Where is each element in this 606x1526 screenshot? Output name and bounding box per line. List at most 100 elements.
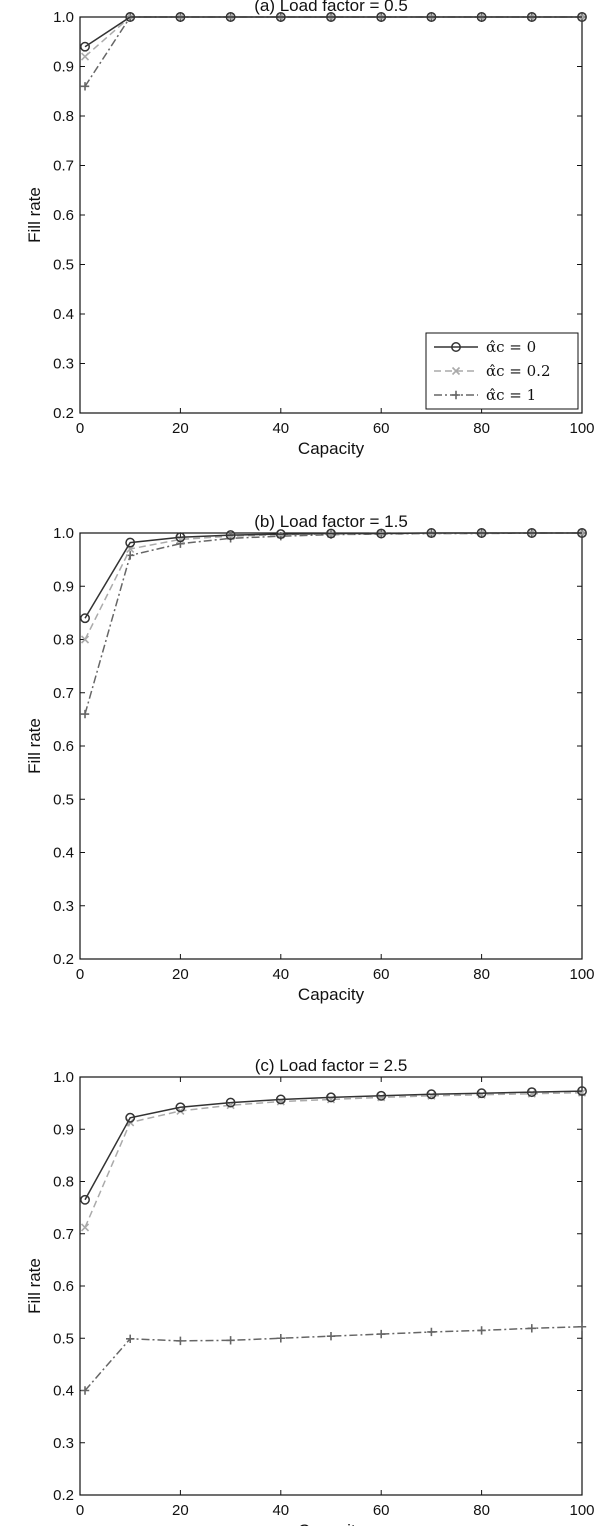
x-tick-label: 100	[569, 1502, 594, 1519]
x-tick-label: 80	[473, 1502, 490, 1519]
chart-panel-b: (b) Load factor = 1.5 0.2 0.3 0.4 0.5 0.6 0.7 0…	[25, 512, 595, 1004]
y-tick-label: 0.8	[53, 632, 74, 649]
x-tick-label: 0	[76, 966, 84, 983]
circle-marker	[376, 528, 387, 539]
circle-marker	[225, 12, 236, 22]
legend-item-0: α̂c = 0	[434, 338, 536, 356]
x-tick-label: 80	[473, 420, 490, 437]
series-path	[84, 1090, 583, 1201]
y-tick-label: 0.2	[53, 951, 74, 968]
series-line-0	[80, 1086, 587, 1205]
plus-marker	[577, 1322, 587, 1331]
series-path	[84, 1326, 583, 1391]
plus-marker	[276, 1334, 285, 1343]
circle-marker	[326, 1092, 336, 1103]
circle-marker	[451, 342, 461, 352]
plus-marker	[451, 390, 461, 400]
legend-item-1: α̂c = 0.2	[434, 362, 551, 380]
series-line-2	[80, 1322, 587, 1395]
x-tick-label: 60	[373, 420, 390, 437]
plus-marker	[176, 1336, 185, 1346]
plus-marker	[527, 1324, 536, 1333]
circle-marker	[80, 41, 90, 52]
x-tick-label: 40	[272, 420, 289, 437]
y-tick-label: 0.9	[53, 578, 74, 595]
circle-marker	[125, 12, 136, 22]
y-axis-label: Fill rate	[25, 1258, 44, 1314]
circle-marker	[125, 537, 136, 548]
series-line-1	[80, 1088, 587, 1232]
x-tick-label: 0	[76, 1502, 84, 1519]
x-tick-label: 20	[172, 420, 189, 437]
series-line-2	[80, 528, 587, 719]
x-tick-label: 80	[473, 966, 490, 983]
x-marker	[451, 366, 461, 376]
series-path	[84, 532, 582, 619]
plot-frame	[79, 532, 583, 960]
circle-marker	[125, 1112, 136, 1123]
x-axis-label: Capacity	[298, 985, 365, 1004]
legend-item-2: α̂c = 1	[434, 386, 536, 404]
y-tick-label: 1.0	[53, 525, 74, 542]
y-axis-label: Fill rate	[25, 718, 44, 774]
chart-title: (b) Load factor = 1.5	[254, 512, 408, 531]
chart-panel-c: (c) Load factor = 2.5 0.2 0.3 0.4 0.5 0.6 0.7 0…	[25, 1056, 595, 1526]
circle-marker	[526, 1087, 537, 1098]
y-tick-label: 0.5	[53, 1330, 74, 1347]
x-axis-label: Capacity	[298, 1521, 365, 1526]
circle-marker	[275, 1094, 286, 1105]
y-tick-label: 0.4	[53, 845, 74, 862]
series-line-0	[80, 528, 587, 624]
series-line-2	[80, 12, 587, 91]
x-tick-label: 40	[272, 966, 289, 983]
circle-marker	[526, 528, 537, 538]
plot-frame	[79, 1076, 583, 1496]
series-path	[84, 532, 582, 715]
plus-marker	[427, 1327, 436, 1337]
series-path	[84, 1091, 583, 1228]
x-tick-label: 40	[272, 1502, 289, 1519]
circle-marker	[326, 12, 336, 22]
circle-marker	[376, 12, 387, 22]
circle-marker	[476, 12, 487, 22]
circle-marker	[526, 12, 537, 22]
circle-marker	[326, 528, 336, 539]
circle-marker	[275, 12, 286, 22]
circle-marker	[275, 529, 286, 540]
circle-marker	[577, 12, 587, 22]
circle-marker	[426, 12, 437, 22]
y-axis-label: Fill rate	[25, 187, 44, 243]
circle-marker	[577, 1086, 587, 1097]
y-tick-label: 0.7	[53, 1226, 74, 1243]
x-tick-label: 100	[569, 966, 594, 983]
circle-marker	[426, 1089, 437, 1100]
plus-marker	[326, 1331, 336, 1341]
x-tick-label: 100	[569, 420, 594, 437]
y-tick-label: 1.0	[53, 9, 74, 26]
plus-marker	[80, 709, 90, 719]
circle-marker	[175, 532, 186, 543]
y-tick-label: 0.6	[53, 1278, 74, 1295]
x-tick-label: 60	[373, 1502, 390, 1519]
y-tick-label: 0.2	[53, 1487, 74, 1504]
y-tick-label: 1.0	[53, 1069, 74, 1086]
legend: α̂c = 0 α̂c = 0.2 α̂c = 1	[425, 332, 579, 410]
y-tick-label: 0.2	[53, 405, 74, 422]
circle-marker	[225, 1097, 236, 1108]
series-line-0	[80, 12, 587, 52]
x-tick-label: 60	[373, 966, 390, 983]
circle-marker	[376, 1090, 387, 1101]
x-tick-label: 20	[172, 1502, 189, 1519]
circle-marker	[426, 528, 437, 538]
chart-title: (a) Load factor = 0.5	[254, 0, 408, 15]
series-line-1	[80, 528, 587, 644]
x-axis-label: Capacity	[298, 439, 365, 458]
plus-marker	[126, 1334, 135, 1343]
y-tick-label: 0.7	[53, 158, 74, 175]
chart-title: (c) Load factor = 2.5	[255, 1056, 408, 1075]
series-path	[84, 16, 582, 48]
circle-marker	[80, 1194, 90, 1205]
y-tick-label: 0.4	[53, 306, 74, 323]
series-path	[84, 16, 582, 87]
